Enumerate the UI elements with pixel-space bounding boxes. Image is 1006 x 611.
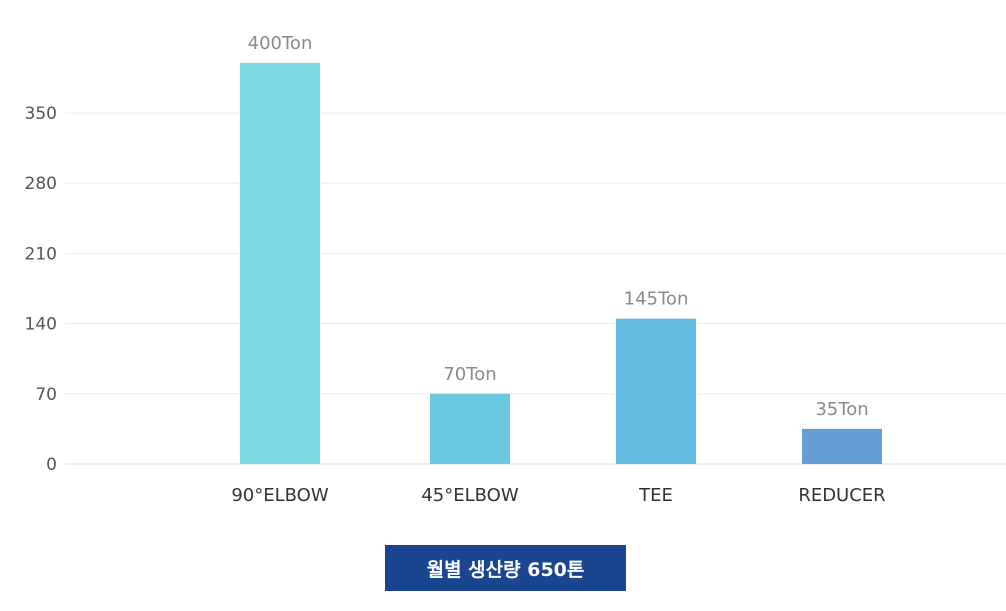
y-tick-label: 0 bbox=[46, 455, 57, 475]
x-axis-categories: 90°ELBOW 45°ELBOW TEE REDUCER bbox=[231, 485, 885, 506]
data-label: 35Ton bbox=[815, 399, 868, 420]
y-tick-label: 70 bbox=[35, 385, 57, 405]
x-category-label: TEE bbox=[638, 485, 673, 506]
data-label: 400Ton bbox=[248, 33, 313, 54]
data-label: 70Ton bbox=[443, 364, 496, 385]
x-category-label: REDUCER bbox=[798, 485, 885, 506]
y-tick-label: 140 bbox=[25, 315, 57, 335]
x-category-label: 45°ELBOW bbox=[421, 485, 519, 506]
bar bbox=[430, 393, 510, 464]
y-tick-label: 350 bbox=[25, 104, 57, 124]
bar-chart: 0 70 140 210 280 350 400Ton 70Ton 145Ton 35Ton 9… bbox=[25, 33, 1006, 506]
bars bbox=[240, 62, 882, 464]
y-tick-label: 280 bbox=[25, 174, 57, 194]
data-label: 145Ton bbox=[624, 289, 689, 310]
y-axis-ticks: 0 70 140 210 280 350 bbox=[25, 104, 57, 475]
bar bbox=[616, 318, 696, 464]
x-category-label: 90°ELBOW bbox=[231, 485, 329, 506]
y-tick-label: 210 bbox=[25, 244, 57, 264]
bar bbox=[802, 428, 882, 464]
monthly-production-badge: 월별 생산량 650톤 bbox=[385, 545, 626, 591]
data-labels: 400Ton 70Ton 145Ton 35Ton bbox=[248, 33, 869, 420]
bar bbox=[240, 62, 320, 464]
